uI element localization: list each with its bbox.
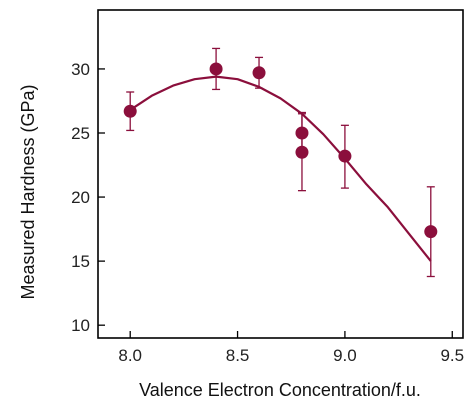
- y-tick-label: 10: [71, 316, 90, 335]
- plot-area: 8.0 8.5 9.0 9.5 10 15 20 25 30: [71, 9, 464, 365]
- y-axis-label: Measured Hardness (GPa): [18, 84, 38, 299]
- data-point: [338, 149, 352, 163]
- y-tick-label: 20: [71, 188, 90, 207]
- data-point: [209, 62, 223, 76]
- data-point: [295, 126, 309, 140]
- fit-curve: [129, 75, 432, 262]
- y-tick-label: 30: [71, 60, 90, 79]
- y-tick-label: 15: [71, 252, 90, 271]
- x-axis-label: Valence Electron Concentration/f.u.: [139, 380, 421, 400]
- y-tick-label: 25: [71, 124, 90, 143]
- data-point: [252, 66, 266, 80]
- x-tick-label: 8.0: [118, 346, 142, 365]
- data-point: [295, 145, 309, 159]
- x-tick-label: 9.0: [333, 346, 357, 365]
- plot-frame: [97, 9, 464, 339]
- data-point: [424, 225, 438, 239]
- x-tick-label: 9.5: [440, 346, 464, 365]
- data-point: [123, 104, 137, 118]
- x-tick-label: 8.5: [226, 346, 250, 365]
